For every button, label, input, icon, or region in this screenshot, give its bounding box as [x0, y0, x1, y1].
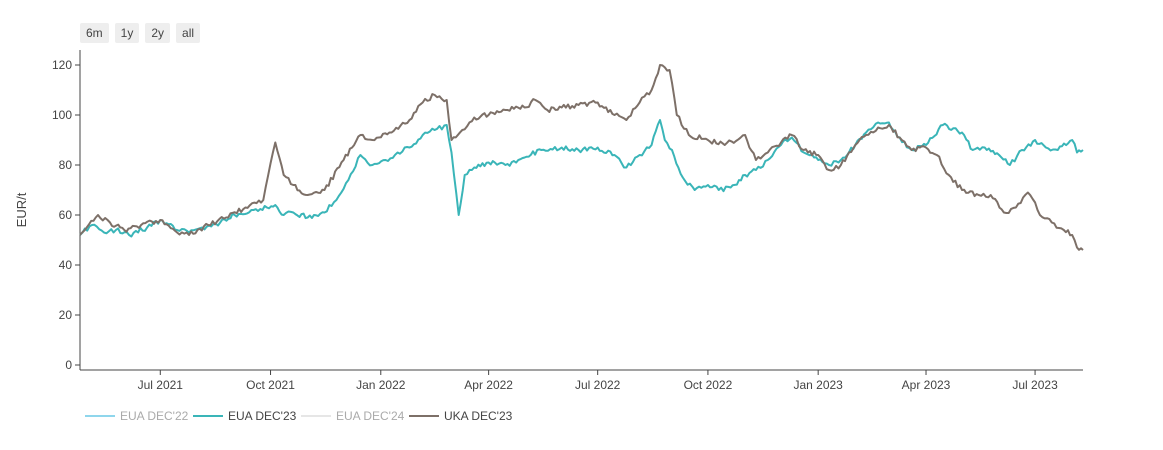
x-tick-label: Jul 2022: [575, 378, 621, 392]
legend-label: EUA DEC'24: [336, 409, 405, 423]
y-tick-label: 20: [59, 308, 73, 322]
y-axis-title: EUR/t: [14, 192, 29, 227]
x-tick-label: Apr 2022: [464, 378, 513, 392]
x-tick-label: Oct 2022: [684, 378, 733, 392]
series-line-uka-dec-23: [79, 64, 1084, 251]
range-6m-button[interactable]: 6m: [80, 23, 109, 43]
y-tick-label: 60: [59, 208, 73, 222]
x-tick-label: Jul 2023: [1012, 378, 1058, 392]
x-tick-label: Oct 2021: [246, 378, 295, 392]
range-all-button[interactable]: all: [176, 23, 201, 43]
legend-item-eua-dec-23[interactable]: EUA DEC'23: [193, 409, 297, 423]
y-tick-label: 120: [52, 58, 72, 72]
y-tick-label: 40: [59, 258, 73, 272]
legend-label: EUA DEC'22: [120, 409, 189, 423]
legend-item-eua-dec-22[interactable]: EUA DEC'22: [85, 409, 189, 423]
legend-label: UKA DEC'23: [444, 409, 513, 423]
y-tick-label: 0: [65, 358, 72, 372]
y-tick-label: 100: [52, 108, 72, 122]
range-2y-button[interactable]: 2y: [145, 23, 171, 43]
series-line-eua-dec-23: [79, 119, 1084, 238]
x-tick-label: Jan 2023: [793, 378, 843, 392]
legend-item-eua-dec-24[interactable]: EUA DEC'24: [301, 409, 405, 423]
x-tick-label: Jan 2022: [356, 378, 406, 392]
x-tick-label: Apr 2023: [902, 378, 951, 392]
legend-item-uka-dec-23[interactable]: UKA DEC'23: [409, 409, 513, 423]
range-selector: 6m 1y 2y all: [80, 23, 201, 43]
x-tick-label: Jul 2021: [138, 378, 184, 392]
legend-label: EUA DEC'23: [228, 409, 297, 423]
y-tick-label: 80: [59, 158, 73, 172]
range-1y-button[interactable]: 1y: [114, 23, 140, 43]
